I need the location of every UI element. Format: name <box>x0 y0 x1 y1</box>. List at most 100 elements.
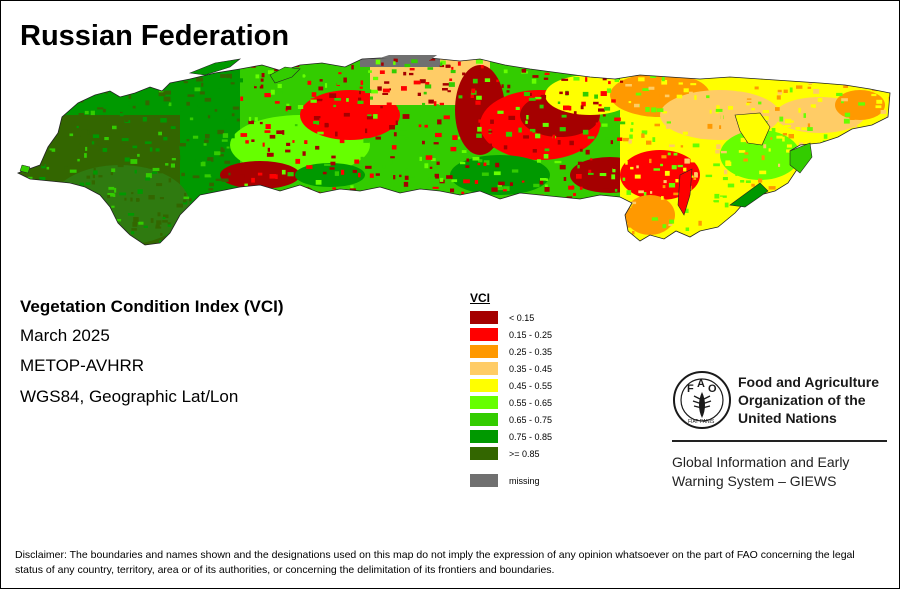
vci-pixel <box>32 69 39 74</box>
vci-pixel <box>260 192 264 196</box>
vci-pixel <box>447 131 454 134</box>
vci-pixel <box>521 68 527 73</box>
vci-pixel <box>800 172 808 178</box>
vci-pixel <box>460 156 467 160</box>
vci-map <box>9 55 891 246</box>
vci-pixel <box>183 196 190 199</box>
vci-pixel <box>577 164 580 169</box>
vci-pixel <box>357 100 364 104</box>
vci-pixel <box>716 63 722 68</box>
vci-pixel <box>590 196 593 201</box>
vci-pixel <box>419 197 424 200</box>
vci-pixel <box>544 148 550 152</box>
vci-pixel <box>528 97 536 101</box>
vci-pixel <box>428 99 434 104</box>
vci-pixel <box>869 219 875 222</box>
vci-pixel <box>556 226 559 231</box>
vci-pixel <box>472 232 480 237</box>
vci-pixel <box>788 134 794 139</box>
svg-text:F: F <box>687 383 694 395</box>
vci-pixel <box>765 208 768 214</box>
vci-pixel <box>801 127 807 131</box>
legend-title: VCI <box>470 291 491 305</box>
vci-pixel <box>600 91 607 96</box>
vci-pixel <box>222 133 229 138</box>
vci-pixel <box>472 157 480 161</box>
legend-label: 0.35 - 0.45 <box>509 363 553 374</box>
vci-pixel <box>46 166 50 170</box>
vci-pixel <box>735 97 738 100</box>
vci-pixel <box>277 83 282 89</box>
vci-pixel <box>207 114 211 119</box>
vci-pixel <box>310 99 317 103</box>
vci-pixel <box>791 192 796 196</box>
vci-pixel <box>27 213 32 217</box>
giews-name-line: Global Information and Early <box>672 454 850 470</box>
vci-pixel <box>158 91 166 97</box>
vci-pixel <box>402 230 406 235</box>
vci-pixel <box>885 229 890 233</box>
vci-pixel <box>256 217 263 220</box>
vci-pixel <box>257 172 263 176</box>
vci-pixel <box>119 113 124 117</box>
vci-pixel <box>352 169 358 173</box>
vci-pixel <box>548 199 551 203</box>
vci-pixel <box>130 159 138 164</box>
vci-pixel <box>93 58 99 63</box>
vci-pixel <box>445 65 451 68</box>
vci-pixel <box>429 166 433 169</box>
vci-pixel <box>497 186 504 191</box>
vci-pixel <box>131 192 134 195</box>
vci-pixel <box>779 116 784 122</box>
vci-pixel <box>439 177 444 182</box>
vci-pixel <box>500 205 505 211</box>
vci-pixel <box>84 153 87 158</box>
vci-pixel <box>163 96 171 102</box>
vci-pixel <box>855 236 861 240</box>
vci-pixel <box>564 169 571 173</box>
vci-pixel <box>201 196 209 202</box>
vci-pixel <box>49 148 56 152</box>
vci-pixel <box>42 192 49 197</box>
vci-pixel <box>56 217 62 222</box>
vci-pixel <box>470 93 474 98</box>
vci-pixel <box>317 131 324 135</box>
vci-pixel <box>746 61 752 65</box>
vci-pixel <box>266 152 274 157</box>
vci-pixel <box>557 101 561 104</box>
vci-pixel <box>452 135 458 140</box>
vci-pixel <box>360 80 364 85</box>
vci-pixel <box>716 105 720 109</box>
vci-pixel <box>807 127 813 131</box>
vci-pixel <box>192 175 200 179</box>
vci-pixel <box>428 177 436 182</box>
vci-pixel <box>563 67 570 70</box>
vci-pixel <box>91 141 95 145</box>
vci-pixel <box>9 70 14 74</box>
vci-pixel <box>820 158 826 161</box>
vci-pixel <box>680 71 685 76</box>
vci-pixel <box>614 77 620 82</box>
vci-pixel <box>409 219 415 223</box>
vci-pixel <box>494 127 502 130</box>
vci-pixel <box>148 83 152 87</box>
vci-pixel <box>69 169 77 173</box>
vci-pixel <box>815 77 821 80</box>
vci-pixel <box>820 153 827 156</box>
vci-pixel <box>475 59 483 64</box>
vci-pixel <box>605 137 610 140</box>
vci-pixel <box>27 60 31 66</box>
vci-pixel <box>452 212 459 218</box>
vci-pixel <box>470 205 478 211</box>
vci-pixel <box>622 177 626 181</box>
organization-name-line: Food and Agriculture <box>738 374 880 390</box>
vci-pixel <box>563 105 570 111</box>
vci-pixel <box>313 116 321 120</box>
vci-pixel <box>204 174 212 178</box>
vci-pixel <box>715 149 720 154</box>
vci-pixel <box>713 163 720 167</box>
vci-pixel <box>511 212 518 216</box>
vci-pixel <box>171 158 176 161</box>
vci-pixel <box>478 159 483 163</box>
vci-pixel <box>758 101 762 105</box>
